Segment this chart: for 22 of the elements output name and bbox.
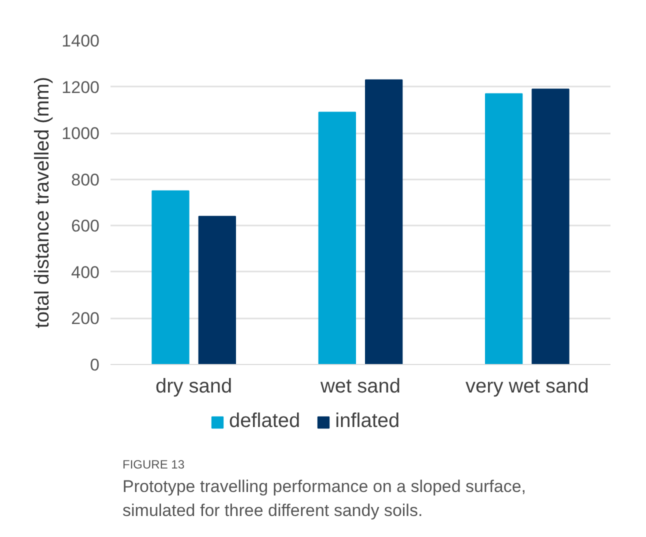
y-tick-label: 800 <box>71 170 100 190</box>
x-tick-label: wet sand <box>319 376 401 398</box>
y-tick-label: 1000 <box>62 124 100 144</box>
y-tick-label: 1400 <box>62 32 100 50</box>
legend-label: inflated <box>335 410 400 433</box>
legend-label: deflated <box>229 410 300 433</box>
bar <box>318 112 356 364</box>
bar <box>365 79 403 364</box>
bar <box>532 88 570 364</box>
y-tick-label: 1200 <box>62 78 100 97</box>
x-tick-label: very wet sand <box>465 376 589 398</box>
y-tick-label: 600 <box>71 216 100 236</box>
y-tick-label: 0 <box>90 356 100 374</box>
bar <box>485 93 523 364</box>
y-axis-title: total distance travelled (mm) <box>32 76 54 328</box>
caption: FIGURE 13 <box>122 458 185 472</box>
x-tick-label: dry sand <box>155 376 232 398</box>
y-tick-label: 200 <box>71 309 100 328</box>
bar <box>152 190 190 364</box>
bar <box>198 216 236 364</box>
y-tick-label: 400 <box>71 262 100 282</box>
text: Prototype travelling performance on a sloped surface, simulated for three different sandy soils. <box>122 477 526 520</box>
